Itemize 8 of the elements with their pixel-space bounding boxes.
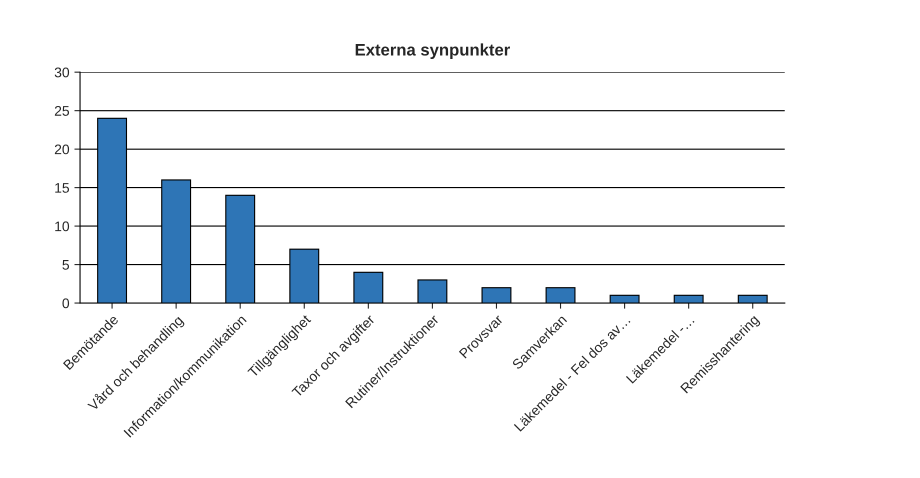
y-tick-label: 10 <box>55 221 70 232</box>
y-tick-label: 5 <box>62 260 70 270</box>
y-tick-label: 25 <box>54 106 70 116</box>
y-tick-label: 0 <box>62 298 70 308</box>
y-tick-label: 15 <box>55 183 70 193</box>
chart-title: Externa synpunkter <box>356 43 510 59</box>
y-tick-label: 20 <box>54 144 70 154</box>
y-tick-label: 30 <box>54 68 70 78</box>
